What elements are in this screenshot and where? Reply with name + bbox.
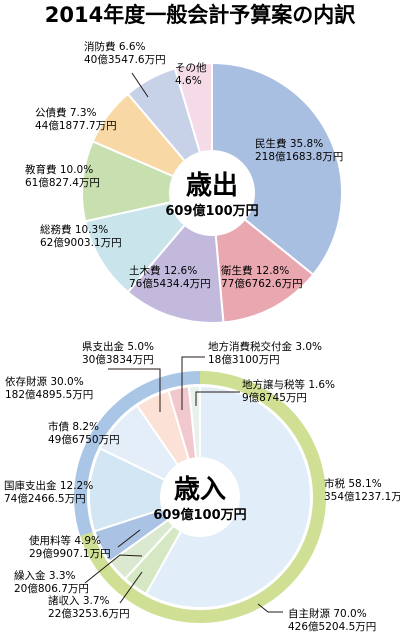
revenue-amount: 49億6750万円 — [48, 433, 120, 446]
expenditure-slice — [211, 61, 343, 277]
expenditure-amount: 44億1877.7万円 — [35, 119, 117, 132]
page-title: 2014年度一般会計予算案の内訳 — [45, 3, 356, 27]
leader-line — [84, 554, 143, 584]
revenue-ring-label: 依存財源 30.0% — [5, 375, 84, 388]
leader-line — [108, 368, 161, 412]
revenue-amount: 30億3834万円 — [82, 353, 154, 366]
revenue-label: 繰入金 3.3% — [14, 569, 76, 582]
revenue-amount: 18億3100万円 — [208, 353, 280, 366]
expenditure-label: 公債費 7.3% — [35, 106, 97, 119]
revenue-label: 国庫支出金 12.2% — [4, 479, 93, 492]
revenue-label: 県支出金 5.0% — [82, 340, 154, 353]
expenditure-slice — [81, 140, 216, 223]
revenue-amount: 74億2466.5万円 — [4, 492, 86, 505]
revenue-ring-amount: 182億4895.5万円 — [5, 388, 93, 401]
expenditure-label: 衛生費 12.8% — [221, 264, 289, 277]
expenditure-label: 消防費 6.6% — [84, 40, 146, 53]
leader-line — [181, 356, 205, 410]
expenditure-amount: 61億827.4万円 — [25, 176, 100, 189]
expenditure-label: 土木費 12.6% — [129, 264, 197, 277]
revenue-ring-amount: 426億5204.5万円 — [288, 620, 376, 633]
expenditure-amount: 76億5434.4万円 — [129, 277, 211, 290]
revenue-leader-lines — [84, 356, 283, 613]
revenue-label: 諸収入 3.7% — [48, 594, 110, 607]
expenditure-center-disc — [169, 150, 255, 236]
expenditure-label: 教育費 10.0% — [25, 163, 93, 176]
revenue-amount: 20億806.7万円 — [14, 582, 89, 595]
leader-line — [131, 72, 149, 98]
revenue-ring-label: 自主財源 70.0% — [288, 607, 367, 620]
revenue-amount: 22億3253.6万円 — [48, 607, 130, 620]
leader-line — [257, 603, 283, 613]
expenditure-amount: 218億1683.8万円 — [255, 150, 343, 163]
expenditure-amount: 62億9003.1万円 — [40, 236, 122, 249]
expenditure-label: 民生費 35.8% — [255, 137, 323, 150]
revenue-label: 市税 58.1% — [324, 477, 382, 490]
expenditure-label: その他 — [175, 61, 207, 74]
revenue-amount: 354億1237.1万円 — [324, 490, 400, 503]
revenue-label: 地方譲与税等 1.6% — [242, 378, 335, 391]
expenditure-percent: 4.6% — [175, 75, 202, 87]
revenue-amount: 29億9907.1万円 — [29, 547, 111, 560]
revenue-label: 地方消費税交付金 3.0% — [208, 340, 322, 353]
leader-line — [195, 391, 240, 406]
revenue-amount: 9億8745万円 — [242, 391, 307, 404]
expenditure-amount: 77億6762.6万円 — [221, 277, 303, 290]
revenue-slice — [88, 447, 203, 533]
expenditure-amount: 40億3547.6万円 — [84, 53, 166, 66]
revenue-labels: 市税 58.1%354億1237.1万円諸収入 3.7%22億3253.6万円 繰… — [4, 340, 400, 633]
revenue-center-total: 609億100万円 — [153, 507, 246, 523]
revenue-center-label: 歳入 — [174, 475, 226, 505]
revenue-label: 使用料等 4.9% — [29, 534, 101, 547]
expenditure-label: 総務費 10.3% — [40, 223, 108, 236]
expenditure-center-label: 歳出 — [186, 171, 238, 201]
revenue-label: 市債 8.2% — [48, 420, 99, 433]
expenditure-center-total: 609億100万円 — [165, 203, 258, 219]
revenue-center-disc — [160, 457, 240, 537]
leader-line — [117, 529, 141, 548]
leader-line — [119, 571, 143, 604]
